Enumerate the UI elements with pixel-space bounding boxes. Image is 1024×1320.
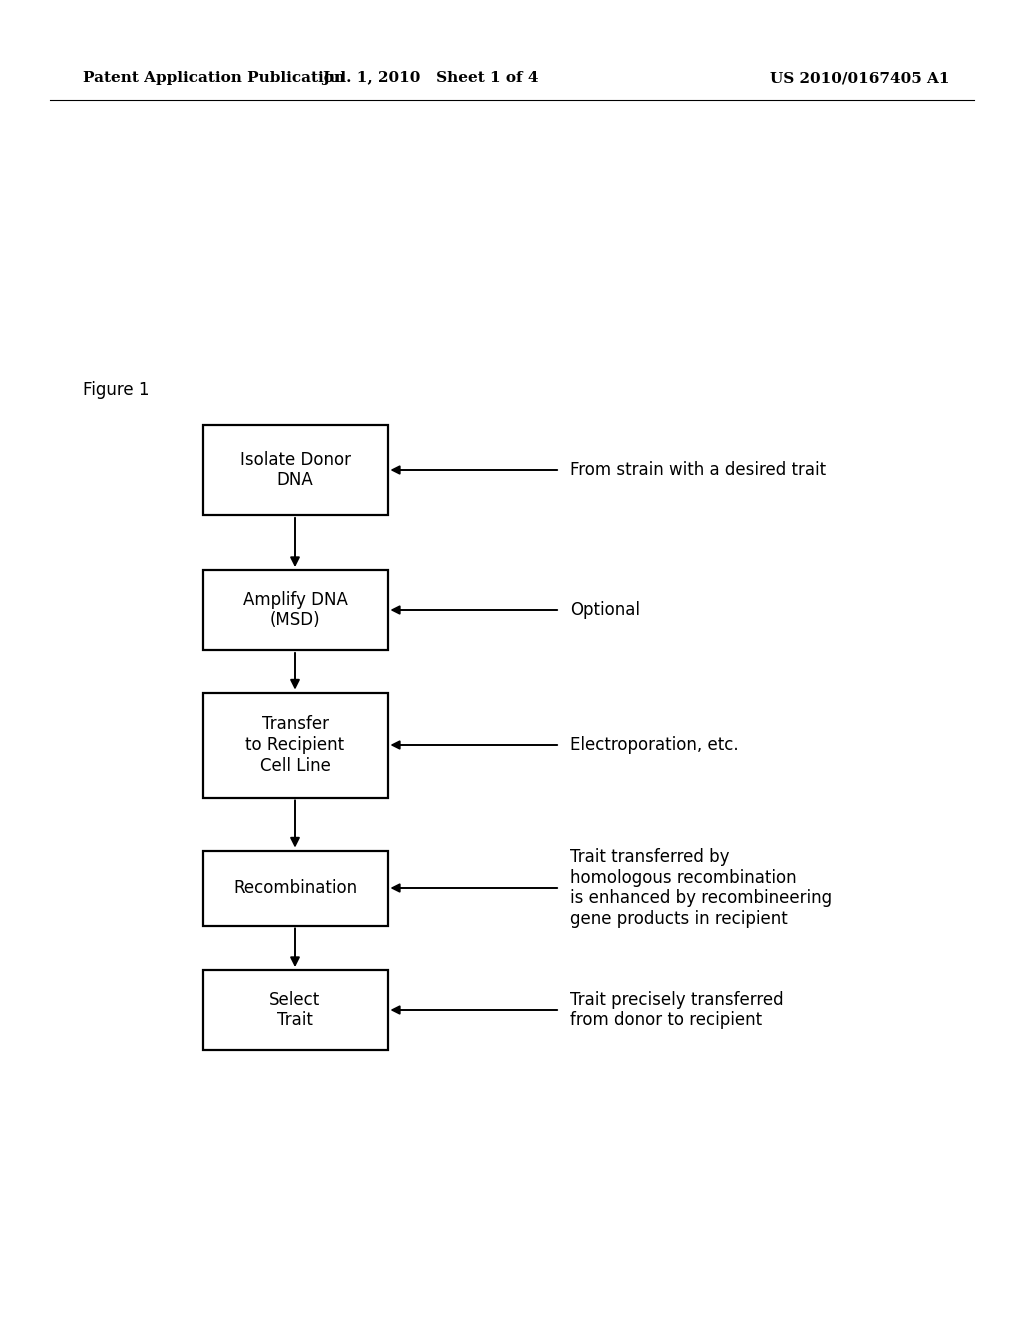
Text: Patent Application Publication: Patent Application Publication	[83, 71, 345, 84]
Text: Trait precisely transferred
from donor to recipient: Trait precisely transferred from donor t…	[570, 990, 783, 1030]
Text: Trait transferred by
homologous recombination
is enhanced by recombineering
gene: Trait transferred by homologous recombin…	[570, 847, 833, 928]
Text: From strain with a desired trait: From strain with a desired trait	[570, 461, 826, 479]
Text: Isolate Donor
DNA: Isolate Donor DNA	[240, 450, 350, 490]
Text: Recombination: Recombination	[232, 879, 357, 898]
Text: Figure 1: Figure 1	[83, 381, 150, 399]
Bar	[203, 970, 387, 1049]
Text: Electroporation, etc.: Electroporation, etc.	[570, 737, 738, 754]
Text: Transfer
to Recipient
Cell Line: Transfer to Recipient Cell Line	[246, 715, 344, 775]
Text: Amplify DNA
(MSD): Amplify DNA (MSD)	[243, 590, 347, 630]
Text: Jul. 1, 2010   Sheet 1 of 4: Jul. 1, 2010 Sheet 1 of 4	[322, 71, 539, 84]
Text: US 2010/0167405 A1: US 2010/0167405 A1	[770, 71, 950, 84]
Bar	[203, 850, 387, 925]
Text: Optional: Optional	[570, 601, 640, 619]
Bar	[203, 693, 387, 797]
Bar	[203, 425, 387, 515]
Text: Select
Trait: Select Trait	[269, 990, 321, 1030]
Bar	[203, 570, 387, 649]
